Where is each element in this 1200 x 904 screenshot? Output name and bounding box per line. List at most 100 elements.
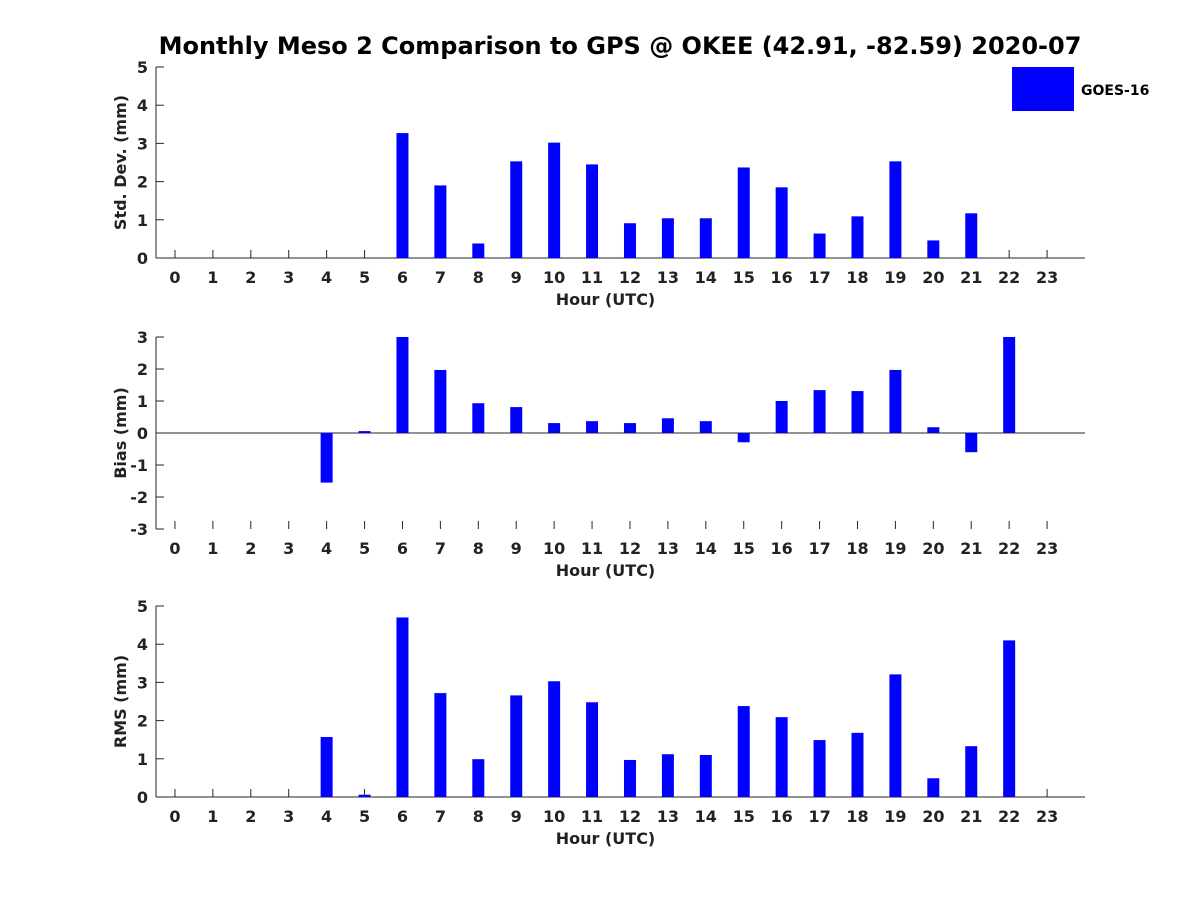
bar-hour-13 bbox=[661, 418, 674, 433]
x-tick-label: 17 bbox=[808, 539, 830, 558]
bar-hour-4 bbox=[320, 433, 333, 483]
y-tick-label: 2 bbox=[137, 712, 148, 731]
x-tick-label: 22 bbox=[998, 539, 1020, 558]
x-tick-label: 7 bbox=[435, 268, 446, 287]
bar-hour-5 bbox=[358, 431, 371, 433]
x-tick-label: 13 bbox=[657, 807, 679, 826]
x-tick-label: 23 bbox=[1036, 539, 1058, 558]
bar-hour-4 bbox=[320, 737, 333, 797]
x-tick-label: 11 bbox=[581, 807, 603, 826]
bar-hour-22 bbox=[1003, 337, 1016, 433]
y-tick-label: 0 bbox=[137, 788, 148, 807]
bar-hour-10 bbox=[548, 142, 561, 258]
y-tick-label: -2 bbox=[130, 488, 148, 507]
x-tick-label: 7 bbox=[435, 539, 446, 558]
x-tick-label: 5 bbox=[359, 807, 370, 826]
bar-hour-21 bbox=[965, 213, 978, 258]
x-tick-label: 5 bbox=[359, 268, 370, 287]
bar-hour-16 bbox=[775, 187, 788, 258]
bar-hour-10 bbox=[548, 681, 561, 797]
x-tick-label: 18 bbox=[846, 807, 868, 826]
x-tick-label: 22 bbox=[998, 807, 1020, 826]
bar-hour-15 bbox=[737, 433, 750, 443]
x-tick-label: 20 bbox=[922, 268, 944, 287]
x-axis-label: Hour (UTC) bbox=[556, 561, 656, 580]
bar-hour-8 bbox=[472, 759, 485, 797]
x-tick-label: 19 bbox=[884, 807, 906, 826]
y-tick-label: 3 bbox=[137, 328, 148, 347]
legend-label-goes-16: GOES-16 bbox=[1081, 83, 1149, 99]
x-tick-label: 8 bbox=[473, 539, 484, 558]
x-tick-label: 13 bbox=[657, 539, 679, 558]
x-tick-label: 1 bbox=[207, 268, 218, 287]
x-tick-label: 0 bbox=[169, 539, 180, 558]
x-tick-label: 19 bbox=[884, 268, 906, 287]
y-tick-label: 0 bbox=[137, 424, 148, 443]
bar-hour-9 bbox=[510, 695, 523, 797]
x-tick-label: 12 bbox=[619, 807, 641, 826]
y-tick-label: 5 bbox=[137, 597, 148, 616]
x-tick-label: 6 bbox=[397, 268, 408, 287]
x-tick-label: 21 bbox=[960, 807, 982, 826]
bar-hour-9 bbox=[510, 161, 523, 258]
x-tick-label: 10 bbox=[543, 539, 565, 558]
x-tick-label: 15 bbox=[733, 807, 755, 826]
bar-hour-8 bbox=[472, 243, 485, 258]
bar-hour-19 bbox=[889, 369, 902, 433]
bar-hour-8 bbox=[472, 403, 485, 433]
y-tick-label: 4 bbox=[137, 635, 148, 654]
y-tick-label: 1 bbox=[137, 392, 148, 411]
bar-hour-5 bbox=[358, 794, 371, 797]
x-tick-label: 3 bbox=[283, 268, 294, 287]
y-axis-label: Bias (mm) bbox=[111, 387, 130, 479]
x-tick-label: 13 bbox=[657, 268, 679, 287]
x-tick-label: 4 bbox=[321, 539, 332, 558]
bar-hour-11 bbox=[586, 702, 599, 797]
x-tick-label: 9 bbox=[511, 807, 522, 826]
x-tick-label: 18 bbox=[846, 539, 868, 558]
bar-hour-14 bbox=[699, 218, 712, 258]
x-tick-label: 3 bbox=[283, 807, 294, 826]
x-tick-label: 5 bbox=[359, 539, 370, 558]
y-tick-label: 0 bbox=[137, 249, 148, 268]
x-tick-label: 2 bbox=[245, 268, 256, 287]
x-tick-label: 6 bbox=[397, 807, 408, 826]
bar-hour-18 bbox=[851, 391, 864, 433]
bar-hour-11 bbox=[586, 421, 599, 433]
x-tick-label: 6 bbox=[397, 539, 408, 558]
bar-hour-21 bbox=[965, 746, 978, 797]
x-tick-label: 18 bbox=[846, 268, 868, 287]
y-tick-label: 3 bbox=[137, 673, 148, 692]
chart-title: Monthly Meso 2 Comparison to GPS @ OKEE … bbox=[159, 32, 1082, 60]
y-tick-label: 1 bbox=[137, 750, 148, 769]
bar-hour-18 bbox=[851, 732, 864, 797]
bar-hour-9 bbox=[510, 407, 523, 433]
bar-hour-12 bbox=[623, 759, 636, 797]
bar-hour-16 bbox=[775, 717, 788, 797]
x-tick-label: 23 bbox=[1036, 268, 1058, 287]
y-tick-label: 2 bbox=[137, 173, 148, 192]
x-tick-label: 15 bbox=[733, 268, 755, 287]
x-tick-label: 8 bbox=[473, 268, 484, 287]
y-tick-label: 2 bbox=[137, 360, 148, 379]
x-tick-label: 2 bbox=[245, 539, 256, 558]
bar-hour-22 bbox=[1003, 640, 1016, 797]
bar-hour-18 bbox=[851, 216, 864, 258]
bar-hour-11 bbox=[586, 164, 599, 258]
x-tick-label: 11 bbox=[581, 268, 603, 287]
x-tick-label: 3 bbox=[283, 539, 294, 558]
y-axis-label: Std. Dev. (mm) bbox=[111, 95, 130, 230]
x-tick-label: 4 bbox=[321, 807, 332, 826]
bar-hour-19 bbox=[889, 161, 902, 258]
x-tick-label: 1 bbox=[207, 807, 218, 826]
legend: GOES-16 bbox=[1012, 67, 1149, 111]
bar-hour-7 bbox=[434, 185, 447, 258]
y-tick-label: 5 bbox=[137, 58, 148, 77]
x-tick-label: 16 bbox=[771, 807, 793, 826]
x-tick-label: 1 bbox=[207, 539, 218, 558]
